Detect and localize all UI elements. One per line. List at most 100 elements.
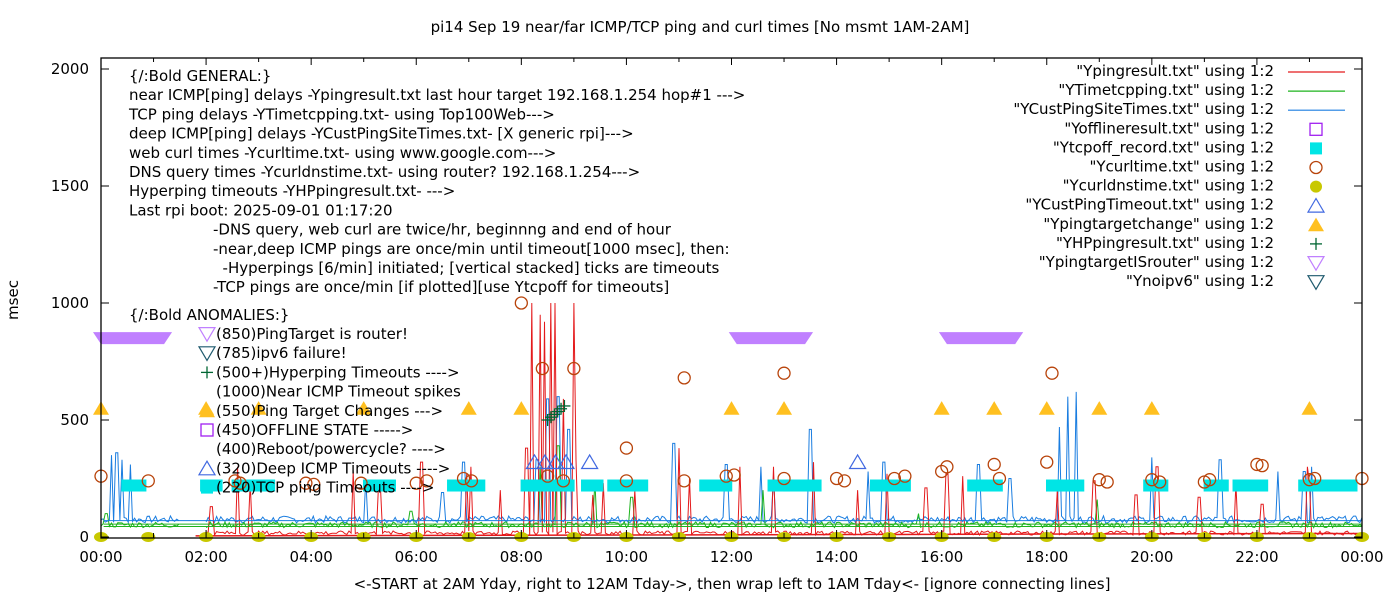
tcp-timeout-marker (1046, 479, 1085, 492)
curl-time-marker (1308, 471, 1322, 486)
curl-time-marker (1100, 475, 1114, 489)
tcp-timeout-marker (121, 479, 147, 492)
ping-target-router-band (93, 332, 173, 345)
ping-target-router-band (938, 332, 1024, 345)
curl-time-marker (992, 471, 1007, 486)
curl-time-marker (619, 474, 634, 488)
tcp-timeout-marker (1143, 479, 1169, 492)
curl-time-marker (233, 476, 247, 490)
deep-icmp-timeout-marker (535, 453, 555, 470)
note-line: -DNS query, web curl are twice/hr, begin… (213, 221, 672, 239)
curl-time-marker (619, 441, 634, 455)
legend-marker-swatch (1309, 160, 1323, 175)
legend: "Ypingresult.txt" using 1:2"YTimetcpping… (1013, 62, 1345, 291)
anomaly-label: (850)PingTarget is router! (216, 325, 408, 343)
legend-marker-swatch (1310, 237, 1322, 250)
y-tick-label: 2000 (51, 60, 89, 78)
ping-target-change-marker (1143, 401, 1160, 415)
legend-label: "YpingtargetISrouter" using 1:2 (1039, 253, 1274, 271)
legend-label: "Ypingresult.txt" using 1:2 (1076, 62, 1274, 80)
anomaly-label: (400)Reboot/powercycle? ----> (216, 440, 446, 458)
curl-time-marker (354, 476, 368, 490)
deep-icmp-timeout-marker (580, 453, 599, 470)
ping-target-change-marker (776, 401, 793, 415)
curl-time-marker (777, 471, 791, 486)
curl-time-marker (141, 474, 155, 488)
curl-time-marker (556, 474, 571, 488)
legend-label: "YTimetcpping.txt" using 1:2 (1058, 81, 1274, 99)
anomaly-marker-icon (197, 460, 217, 476)
legend-marker-swatch (1306, 197, 1326, 213)
x-tick-label: 22:00 (1235, 548, 1278, 566)
curl-time-marker (935, 464, 949, 479)
curl-time-marker (535, 361, 549, 376)
legend-marker-swatch (1306, 256, 1326, 272)
tcp-timeout-marker (869, 479, 911, 492)
ping-target-change-marker (986, 401, 1003, 415)
tcp-timeout-marker (1232, 479, 1269, 492)
anomaly-marker-icon (197, 327, 217, 343)
x-tick-label: 16:00 (920, 548, 963, 566)
note-line: -TCP pings are once/min [if plotted][use… (213, 278, 669, 296)
legend-label: "Ycurldnstime.txt" using 1:2 (1063, 177, 1274, 195)
deep-icmp-timeout-marker (525, 453, 544, 470)
tcp-timeout-marker (967, 479, 1003, 492)
curl-time-marker (1250, 457, 1264, 472)
deep-icmp-timeout-marker (546, 453, 565, 470)
legend-label: "YCustPingSiteTimes.txt" using 1:2 (1013, 100, 1274, 118)
legend-marker-swatch (1310, 142, 1322, 155)
curl-time-marker (1045, 366, 1059, 380)
legend-label: "YCustPingTimeout.txt" using 1:2 (1025, 196, 1274, 214)
curl-time-marker (1255, 458, 1269, 473)
note-line: -Hyperpings [6/min] initiated; [vertical… (213, 259, 719, 277)
legend-marker-swatch (1309, 122, 1323, 136)
legend-label: "Ypingtargetchange" using 1:2 (1043, 215, 1274, 233)
x-tick-label: 06:00 (395, 548, 438, 566)
anomaly-marker-icon (200, 423, 214, 437)
axis-ticks: 0 500 1000 1500 2000 00:00 02:00 04:00 06:00 08:0… (51, 58, 1384, 566)
general-line: deep ICMP[ping] delays -YCustPingSiteTim… (129, 125, 634, 143)
x-axis-label: <-START at 2AM Yday, right to 12AM Tday-… (354, 575, 1111, 593)
anomaly-label: (500+)Hyperping Timeouts ----> (216, 363, 460, 381)
annotations: {/:Bold GENERAL:}near ICMP[ping] delays … (128, 67, 745, 497)
curl-time-marker (887, 471, 902, 486)
ping-target-change-marker (355, 401, 372, 415)
anomaly-marker-icon (201, 366, 213, 379)
curl-time-marker (677, 371, 691, 385)
curl-time-marker (777, 366, 791, 380)
ping-target-change-marker (513, 401, 530, 415)
curl-time-marker (420, 474, 434, 488)
anomaly-label: (550)Ping Target Changes ---> (216, 402, 443, 420)
chart-title: pi14 Sep 19 near/far ICMP/TCP ping and c… (431, 18, 970, 36)
x-tick-label: 04:00 (290, 548, 333, 566)
y-tick-label: 1500 (51, 177, 89, 195)
ping-target-change-marker (723, 401, 740, 415)
curl-time-marker (540, 469, 555, 483)
curl-time-marker (719, 469, 733, 483)
tcp-timeout-marker (699, 479, 733, 492)
curl-time-marker (837, 474, 852, 488)
legend-label: "Ynoipv6" using 1:2 (1126, 272, 1274, 290)
curl-time-marker (1202, 473, 1217, 487)
tcp-timeout-marker (520, 479, 575, 492)
deep-icmp-timeout-marker (848, 453, 867, 470)
general-line: DNS query times -Ycurldnstime.txt- using… (129, 163, 640, 181)
anomaly-label: (785)ipv6 failure! (216, 344, 347, 362)
anomalies-header: {/:Bold ANOMALIES:} (129, 306, 289, 324)
curl-time-marker (898, 469, 912, 483)
anomaly-label: (1000)Near ICMP Timeout spikes (216, 383, 461, 401)
legend-label: "YHPpingresult.txt" using 1:2 (1056, 234, 1274, 252)
curl-time-marker (727, 468, 741, 482)
x-tick-label: 18:00 (1025, 548, 1068, 566)
legend-label: "Ycurltime.txt" using 1:2 (1089, 158, 1274, 176)
x-tick-label: 02:00 (184, 548, 227, 566)
curl-time-marker (1092, 473, 1106, 487)
general-line: Last rpi boot: 2025-09-01 01:17:20 (129, 201, 393, 219)
anomaly-marker-icon (199, 403, 215, 418)
x-tick-label: 14:00 (815, 548, 858, 566)
tcp-timeout-marker (362, 479, 396, 492)
ping-target-change-marker (933, 401, 950, 415)
general-header: {/:Bold GENERAL:} (129, 67, 271, 85)
tcp-timeout-marker (447, 479, 486, 492)
ping-target-router-band (728, 332, 814, 345)
